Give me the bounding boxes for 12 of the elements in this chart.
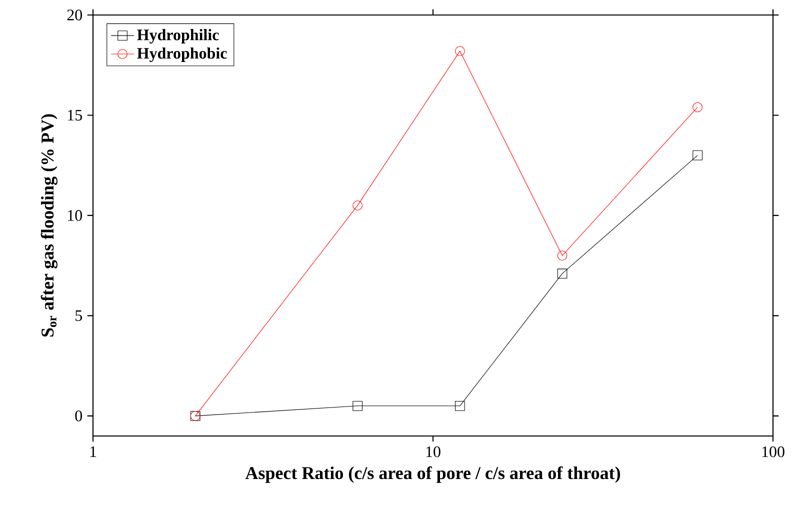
- y-tick-label: 20: [67, 10, 82, 20]
- y-tick-label: 10: [68, 210, 82, 221]
- y-tick-label: 0: [75, 410, 82, 422]
- x-tick-label: 100: [762, 446, 784, 458]
- x-tick-label: 10: [426, 446, 440, 458]
- x-axis-title: Aspect Ratio (c/s area of pore / c/s area of throat): [245, 466, 620, 483]
- y-tick-label: 5: [76, 310, 82, 322]
- x-tick-label: 1: [90, 446, 96, 457]
- legend-label: Hydrophilic: [137, 29, 219, 44]
- y-tick-label: 15: [68, 110, 82, 121]
- legend-label: Hydrophobic: [137, 47, 227, 62]
- y-axis-title: S$_{or}$ after gas flooding (% PV): [40, 114, 58, 337]
